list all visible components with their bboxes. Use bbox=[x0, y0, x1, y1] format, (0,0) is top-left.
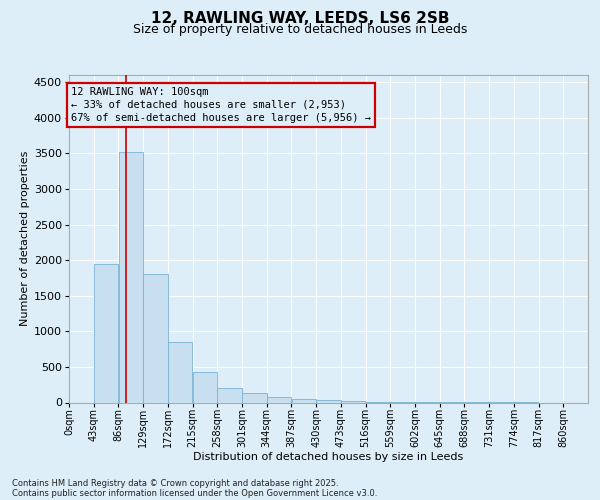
X-axis label: Distribution of detached houses by size in Leeds: Distribution of detached houses by size … bbox=[193, 452, 464, 462]
Bar bbox=[193, 372, 217, 402]
Bar bbox=[292, 398, 316, 402]
Bar bbox=[242, 393, 266, 402]
Text: 12, RAWLING WAY, LEEDS, LS6 2SB: 12, RAWLING WAY, LEEDS, LS6 2SB bbox=[151, 11, 449, 26]
Bar bbox=[316, 400, 341, 402]
Y-axis label: Number of detached properties: Number of detached properties bbox=[20, 151, 30, 326]
Bar bbox=[217, 388, 242, 402]
Text: 12 RAWLING WAY: 100sqm
← 33% of detached houses are smaller (2,953)
67% of semi-: 12 RAWLING WAY: 100sqm ← 33% of detached… bbox=[71, 87, 371, 122]
Text: Size of property relative to detached houses in Leeds: Size of property relative to detached ho… bbox=[133, 22, 467, 36]
Bar bbox=[143, 274, 168, 402]
Bar bbox=[168, 342, 193, 402]
Bar bbox=[267, 397, 292, 402]
Bar bbox=[119, 152, 143, 403]
Bar bbox=[341, 401, 365, 402]
Bar bbox=[94, 264, 118, 402]
Text: Contains HM Land Registry data © Crown copyright and database right 2025.
Contai: Contains HM Land Registry data © Crown c… bbox=[12, 478, 377, 498]
